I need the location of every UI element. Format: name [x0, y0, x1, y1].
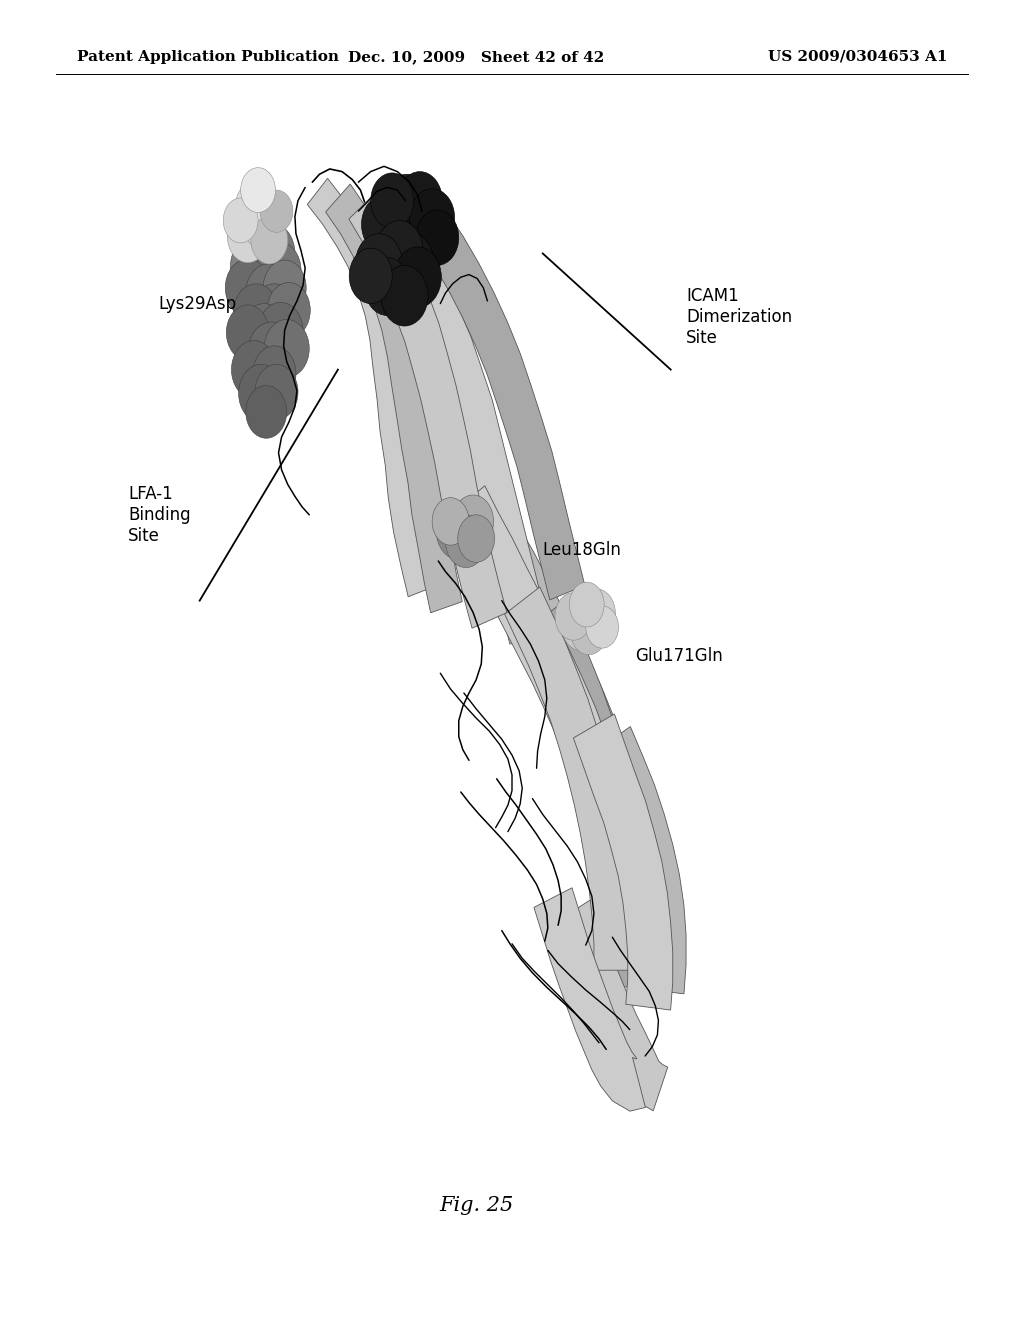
- Circle shape: [240, 210, 283, 265]
- Text: Fig. 25: Fig. 25: [439, 1196, 513, 1214]
- Text: ICAM1
Dimerization
Site: ICAM1 Dimerization Site: [686, 286, 793, 347]
- Polygon shape: [594, 726, 686, 994]
- Circle shape: [246, 385, 287, 438]
- Circle shape: [251, 284, 298, 345]
- Circle shape: [361, 195, 407, 253]
- Circle shape: [367, 240, 418, 306]
- Circle shape: [256, 242, 301, 300]
- Circle shape: [555, 593, 592, 640]
- Circle shape: [410, 189, 455, 247]
- Circle shape: [225, 259, 270, 317]
- Circle shape: [236, 182, 272, 230]
- Circle shape: [577, 589, 615, 639]
- Text: Leu18Gln: Leu18Gln: [543, 541, 622, 560]
- Polygon shape: [349, 190, 507, 628]
- Circle shape: [383, 174, 430, 235]
- Circle shape: [458, 515, 495, 562]
- Circle shape: [561, 598, 602, 651]
- Circle shape: [569, 582, 604, 627]
- Circle shape: [453, 495, 494, 548]
- Polygon shape: [534, 888, 645, 1111]
- Circle shape: [586, 606, 618, 648]
- Circle shape: [400, 209, 450, 272]
- Circle shape: [233, 284, 279, 342]
- Circle shape: [397, 172, 442, 230]
- Circle shape: [355, 234, 402, 294]
- Circle shape: [231, 341, 276, 399]
- Polygon shape: [307, 178, 435, 597]
- Circle shape: [392, 190, 441, 253]
- Circle shape: [267, 282, 310, 338]
- Polygon shape: [369, 197, 549, 644]
- Circle shape: [381, 265, 428, 326]
- Polygon shape: [532, 602, 651, 989]
- Text: US 2009/0304653 A1: US 2009/0304653 A1: [768, 50, 947, 63]
- Circle shape: [251, 216, 288, 264]
- Text: LFA-1
Binding
Site: LFA-1 Binding Site: [128, 484, 190, 545]
- Circle shape: [372, 202, 423, 268]
- Circle shape: [226, 305, 269, 360]
- Circle shape: [445, 515, 486, 568]
- Circle shape: [371, 173, 414, 228]
- Circle shape: [385, 232, 434, 296]
- Polygon shape: [447, 486, 639, 890]
- Circle shape: [416, 210, 459, 265]
- Circle shape: [436, 502, 481, 560]
- Circle shape: [239, 364, 284, 422]
- Circle shape: [248, 223, 295, 284]
- Circle shape: [255, 364, 298, 420]
- Text: Lys29Asp: Lys29Asp: [159, 294, 237, 313]
- Polygon shape: [505, 587, 635, 970]
- Circle shape: [246, 264, 291, 322]
- Circle shape: [432, 498, 469, 545]
- Circle shape: [260, 190, 293, 232]
- Circle shape: [264, 319, 309, 378]
- Circle shape: [248, 322, 295, 383]
- Circle shape: [227, 210, 268, 263]
- Circle shape: [258, 302, 303, 360]
- Polygon shape: [419, 211, 585, 599]
- Circle shape: [223, 198, 258, 243]
- Circle shape: [241, 304, 288, 364]
- Circle shape: [349, 248, 392, 304]
- Circle shape: [376, 220, 423, 281]
- Polygon shape: [326, 183, 462, 612]
- Text: Glu171Gln: Glu171Gln: [635, 647, 723, 665]
- Circle shape: [241, 168, 275, 213]
- Text: Patent Application Publication: Patent Application Publication: [77, 50, 339, 63]
- Circle shape: [394, 247, 441, 308]
- Text: Dec. 10, 2009   Sheet 42 of 42: Dec. 10, 2009 Sheet 42 of 42: [348, 50, 604, 63]
- Circle shape: [243, 197, 284, 249]
- Circle shape: [253, 346, 296, 401]
- Circle shape: [365, 257, 410, 315]
- Polygon shape: [573, 714, 673, 1010]
- Circle shape: [230, 236, 278, 297]
- Polygon shape: [557, 900, 668, 1111]
- Polygon shape: [470, 499, 651, 874]
- Circle shape: [570, 607, 607, 655]
- Circle shape: [381, 220, 428, 281]
- Circle shape: [263, 260, 306, 315]
